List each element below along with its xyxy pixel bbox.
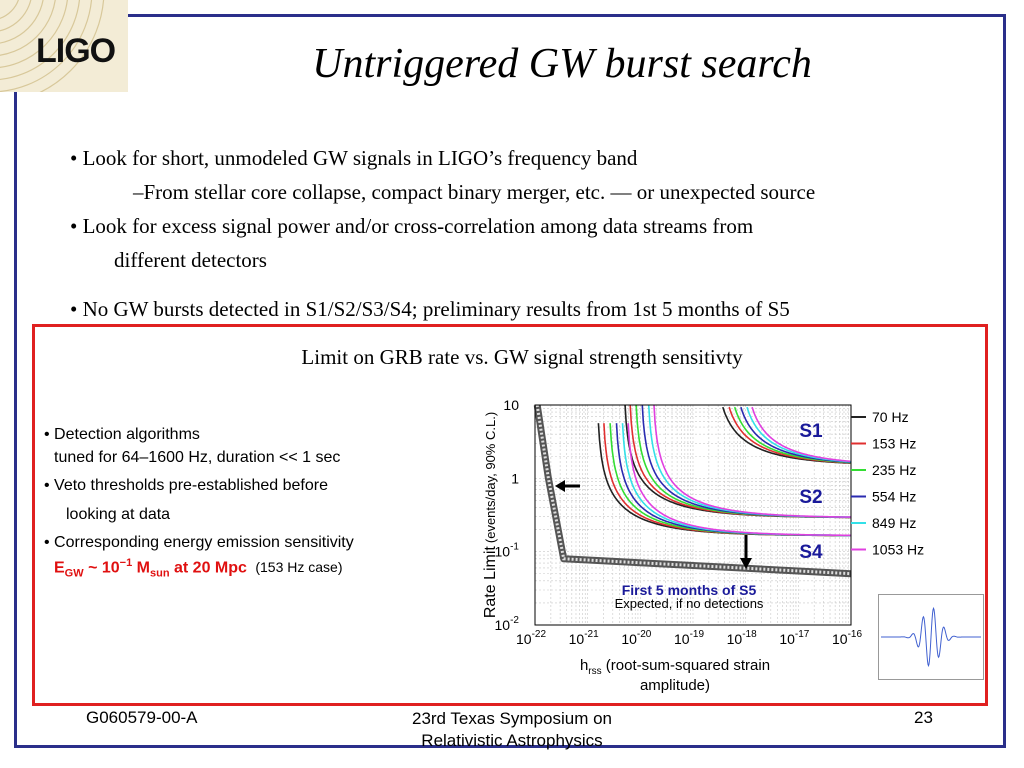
side-line-3: • Veto thresholds pre-established before — [44, 477, 328, 494]
run-label-S2: S2 — [799, 487, 822, 508]
results-box — [32, 324, 988, 706]
footer-conference: 23rd Texas Symposium on Relativistic Ast… — [362, 708, 662, 752]
bullet-1-sub: –From stellar core collapse, compact bin… — [133, 180, 816, 204]
side-line-2: tuned for 64–1600 Hz, duration << 1 sec — [54, 449, 341, 466]
x-axis-label: hrss (root-sum-squared strain amplitude) — [540, 657, 810, 694]
s5-label: First 5 months of S5 — [622, 582, 757, 598]
legend-label: 235 Hz — [872, 462, 916, 478]
x-label-main: h — [579, 657, 589, 674]
chart-curves — [597, 405, 851, 537]
y-axis-label: Rate Limit (events/day, 90% C.L.) — [482, 412, 499, 618]
footer-conf-line2: Relativistic Astrophysics — [421, 731, 603, 750]
eq-m: M — [132, 559, 150, 577]
curve-S1-1053Hz — [751, 406, 851, 463]
legend-label: 70 Hz — [872, 409, 909, 425]
frequency-legend: 70 Hz 153 Hz 235 Hz 554 Hz 849 Hz 1053 Hz — [851, 409, 924, 558]
side-line-1: • Detection algorithms — [44, 426, 200, 443]
ligo-logo: LIGO — [0, 0, 128, 92]
legend-label: 849 Hz — [872, 515, 916, 531]
x-tick-label: 10-16 — [832, 629, 862, 647]
footer-doc-id: G060579-00-A — [86, 708, 198, 727]
y-tick-label: 10 — [503, 397, 519, 413]
eq-m-sub: sun — [149, 567, 170, 580]
plot-area — [534, 404, 852, 626]
legend-label: 1053 Hz — [872, 542, 924, 558]
slide-title: Untriggered GW burst search — [312, 41, 812, 87]
page-number: 23 — [914, 708, 933, 727]
x-tick-label: 10-20 — [621, 629, 651, 647]
legend-label: 153 Hz — [872, 436, 916, 452]
x-tick-label: 10-17 — [779, 629, 809, 647]
chart-ticks: 10-22 10-21 10-20 10-19 10-18 10-17 10-16 10 1 10… — [495, 397, 863, 647]
x-label-rest: (root-sum-squared strain — [601, 657, 771, 674]
down-arrow-head — [740, 558, 752, 569]
eq-e: E — [54, 559, 65, 577]
s5-curve — [533, 404, 852, 578]
side-line-5: • Corresponding energy emission sensitiv… — [44, 534, 354, 551]
chart-arrows — [555, 480, 752, 569]
curve-S4-1053Hz — [627, 423, 851, 537]
x-label-sub: rss — [588, 666, 602, 677]
sine-gaussian-waveform — [881, 606, 981, 668]
expected-label: Expected, if no detections — [615, 596, 764, 611]
energy-equation: EGW ~ 10−1 Msun at 20 Mpc (153 Hz case) — [54, 557, 343, 580]
eq-at: at 20 Mpc — [169, 559, 247, 577]
bullet-2: • Look for excess signal power and/or cr… — [70, 214, 754, 238]
y-label-main: Rate Limit — [482, 546, 499, 619]
eq-case: (153 Hz case) — [255, 559, 343, 576]
y-tick-label: 10-1 — [495, 542, 520, 560]
side-line-4: looking at data — [66, 506, 171, 523]
left-arrow-head — [555, 480, 565, 492]
bullet-2-cont: different detectors — [114, 248, 267, 272]
eq-approx: ~ 10 — [83, 559, 120, 577]
x-tick-label: 10-19 — [674, 629, 704, 647]
y-tick-label: 10-2 — [495, 615, 520, 633]
s5-limit-curve-hatch — [535, 404, 852, 576]
waveform-line — [881, 606, 981, 668]
legend-label: 554 Hz — [872, 489, 916, 505]
y-tick-label: 1 — [511, 470, 519, 486]
results-box-title: Limit on GRB rate vs. GW signal strength… — [301, 345, 743, 369]
x-tick-label: 10-18 — [727, 629, 757, 647]
bullet-1: • Look for short, unmodeled GW signals i… — [70, 146, 638, 170]
run-label-S4: S4 — [799, 542, 823, 563]
eq-e-sub: GW — [64, 567, 84, 580]
footer-conf-line1: 23rd Texas Symposium on — [411, 709, 612, 728]
eq-exp: −1 — [119, 557, 133, 569]
slide-frame — [14, 14, 1006, 748]
curve-S2-1053Hz — [653, 405, 851, 518]
run-labels: S1 S2 S4 — [799, 421, 823, 563]
waveform-inset — [878, 594, 984, 680]
svg-text:Rate Limit(events/day, 90% C.L: Rate Limit (events/day, 90% C.L.) — [482, 412, 499, 618]
x-tick-label: 10-21 — [569, 629, 599, 647]
x-tick-label: 10-22 — [516, 629, 546, 647]
x-label-line2: amplitude) — [639, 677, 711, 694]
run-label-S1: S1 — [799, 421, 823, 442]
logo-text: LIGO — [36, 32, 116, 70]
bullet-3: • No GW bursts detected in S1/S2/S3/S4; … — [70, 297, 790, 321]
y-label-rest: (events/day, 90% C.L.) — [483, 412, 498, 543]
